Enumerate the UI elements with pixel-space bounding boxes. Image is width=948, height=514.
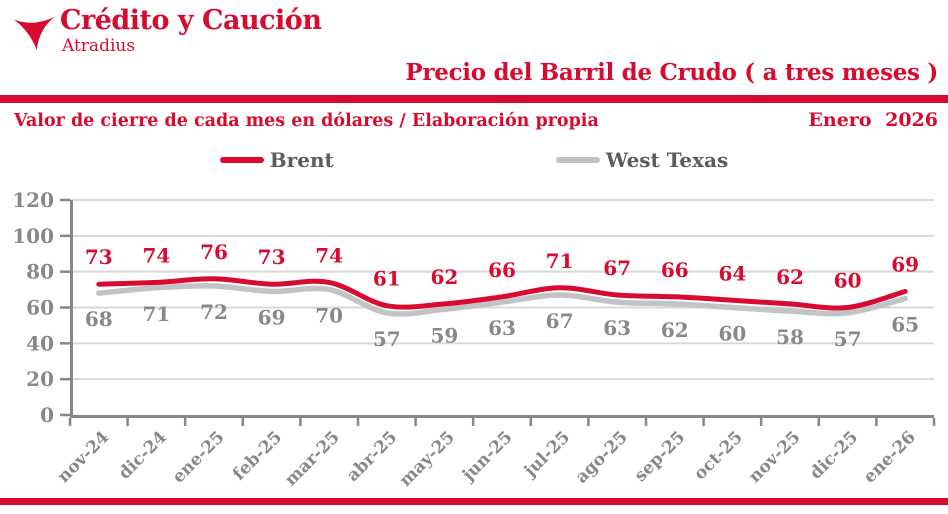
- svg-text:74: 74: [315, 243, 343, 267]
- svg-text:76: 76: [200, 240, 228, 264]
- svg-text:60: 60: [834, 269, 862, 293]
- svg-text:66: 66: [661, 258, 689, 282]
- svg-text:68: 68: [85, 307, 113, 331]
- west-texas-line-swatch: [555, 157, 600, 163]
- svg-text:58: 58: [776, 325, 804, 349]
- svg-text:20: 20: [26, 367, 54, 391]
- svg-text:sep-25: sep-25: [631, 427, 690, 486]
- legend-item-brent: Brent: [219, 148, 334, 172]
- svg-text:ene-25: ene-25: [169, 427, 229, 487]
- svg-text:65: 65: [891, 313, 919, 337]
- legend-item-west-texas: West Texas: [555, 148, 729, 172]
- page-title: Precio del Barril de Crudo ( a tres mese…: [405, 59, 938, 86]
- svg-text:60: 60: [718, 322, 746, 346]
- svg-text:67: 67: [546, 309, 574, 333]
- svg-text:61: 61: [373, 267, 401, 291]
- svg-text:59: 59: [430, 323, 458, 347]
- svg-text:dic-25: dic-25: [806, 427, 862, 483]
- legend: Brent West Texas: [0, 148, 948, 172]
- svg-text:74: 74: [142, 243, 170, 267]
- svg-text:70: 70: [315, 304, 343, 328]
- svg-text:73: 73: [85, 245, 113, 269]
- svg-text:72: 72: [200, 300, 228, 324]
- svg-text:71: 71: [142, 302, 170, 326]
- svg-text:40: 40: [26, 331, 54, 355]
- svg-text:ene-26: ene-26: [860, 427, 920, 487]
- svg-text:nov-24: nov-24: [54, 427, 114, 487]
- svg-text:jun-25: jun-25: [457, 427, 516, 486]
- svg-text:abr-25: abr-25: [343, 427, 401, 485]
- legend-label-brent: Brent: [269, 148, 334, 172]
- svg-text:69: 69: [891, 252, 919, 276]
- svg-text:57: 57: [373, 327, 401, 351]
- svg-text:ago-25: ago-25: [572, 427, 632, 487]
- svg-text:jul-25: jul-25: [519, 427, 574, 482]
- svg-text:64: 64: [718, 261, 746, 285]
- svg-text:73: 73: [258, 245, 286, 269]
- logo-title: Crédito y Caución: [60, 5, 322, 36]
- svg-text:71: 71: [546, 249, 574, 273]
- logo-subtitle: Atradius: [62, 36, 136, 56]
- svg-text:feb-25: feb-25: [229, 427, 286, 484]
- svg-text:69: 69: [258, 305, 286, 329]
- svg-text:0: 0: [40, 403, 54, 427]
- svg-text:57: 57: [834, 327, 862, 351]
- top-divider: [0, 95, 948, 103]
- svg-text:60: 60: [26, 296, 54, 320]
- brent-line-swatch: [219, 157, 264, 163]
- svg-text:66: 66: [488, 258, 516, 282]
- bottom-divider: [0, 498, 948, 505]
- svg-text:63: 63: [488, 316, 516, 340]
- date-label: Enero 2026: [808, 109, 938, 131]
- svg-text:67: 67: [603, 256, 631, 280]
- svg-text:63: 63: [603, 316, 631, 340]
- svg-text:100: 100: [12, 224, 54, 248]
- svg-text:nov-25: nov-25: [745, 427, 805, 487]
- svg-text:62: 62: [430, 265, 458, 289]
- atradius-bird-icon: [13, 16, 56, 51]
- svg-text:80: 80: [26, 260, 54, 284]
- svg-text:mar-25: mar-25: [281, 427, 344, 490]
- svg-text:dic-24: dic-24: [115, 427, 171, 483]
- svg-text:62: 62: [661, 318, 689, 342]
- svg-text:120: 120: [12, 188, 54, 212]
- svg-text:oct-25: oct-25: [690, 427, 747, 484]
- svg-text:may-25: may-25: [396, 427, 459, 490]
- legend-label-west-texas: West Texas: [605, 148, 729, 172]
- logo: Crédito y Caución Atradius: [12, 5, 322, 56]
- svg-text:62: 62: [776, 265, 804, 289]
- chart-subtitle: Valor de cierre de cada mes en dólares /…: [14, 111, 599, 131]
